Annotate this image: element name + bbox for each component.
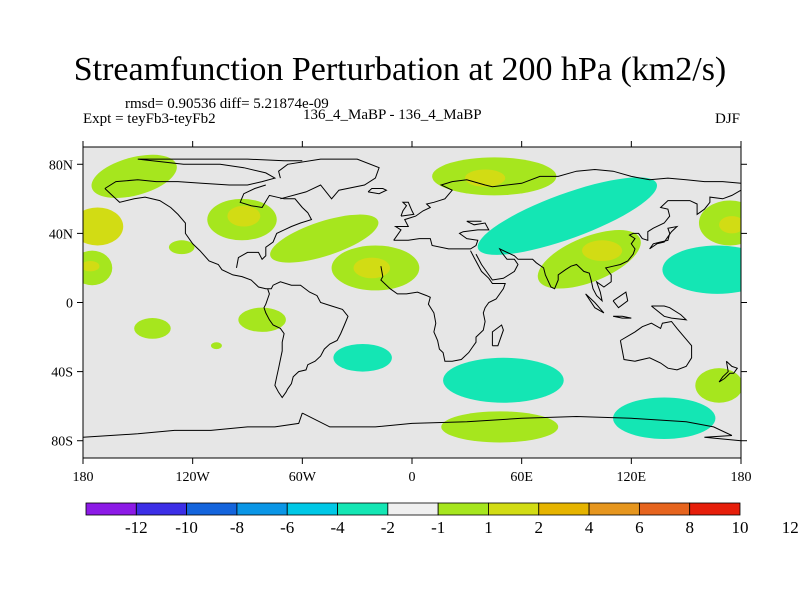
coastline-segment (400, 201, 415, 217)
coastline-segment (278, 158, 380, 200)
coastline-segment (585, 293, 605, 314)
x-tick-label: 180 (731, 470, 752, 485)
contour-blob (210, 342, 222, 350)
x-tick-label: 60W (289, 470, 317, 485)
colorbar: -12 -10 -8 -6 -4 -2 -1 1 2 4 6 8 10 12 (85, 502, 799, 537)
x-tick-label: 60E (510, 470, 533, 485)
y-tick-label: 40N (49, 227, 73, 242)
colorbar-swatch (286, 502, 338, 516)
x-tick-label: 0 (409, 470, 416, 485)
contour-blob (353, 257, 391, 279)
coastline-segment (367, 188, 388, 195)
coastlines (83, 158, 741, 442)
colorbar-swatch (638, 502, 691, 516)
contour-blob (227, 205, 261, 227)
contour-blob (238, 307, 286, 332)
colorbar-label: 1 (484, 518, 493, 537)
colorbar-swatch (387, 502, 439, 516)
x-tick-label: 180 (73, 470, 94, 485)
y-tick-label: 80S (51, 435, 73, 450)
y-tick-label: 80N (49, 158, 73, 173)
colorbar-label: 2 (535, 518, 544, 537)
colorbar-swatch (337, 502, 389, 516)
coastline-segment (649, 225, 679, 250)
experiment-text: Expt = teyFb3-teyFb2 (83, 111, 216, 127)
comparison-text: 136_4_MaBP - 136_4_MaBP (303, 107, 482, 123)
coastline-segment (302, 412, 741, 442)
contour-blob (477, 177, 658, 255)
coastline-segment (380, 250, 506, 362)
colorbar-swatch (236, 502, 288, 516)
colorbar-label: -8 (230, 518, 244, 537)
colorbar-label: 12 (782, 518, 799, 537)
coastline-segment (718, 360, 739, 383)
contour-blob (475, 376, 520, 395)
colorbar-swatch (85, 502, 137, 516)
colorbar-label: -2 (381, 518, 395, 537)
coastline-segment (393, 168, 741, 241)
contour-blob (134, 318, 171, 339)
coastline-segment (475, 189, 741, 303)
x-tick-label: 120W (176, 470, 211, 485)
colorbar-swatch (689, 502, 741, 516)
contour-blob (441, 411, 559, 443)
contour-blob (613, 397, 716, 439)
contour-blob (83, 207, 124, 246)
colorbar-label: 10 (732, 518, 749, 537)
coastline-segment (491, 324, 504, 347)
y-tick-label: 40S (51, 366, 73, 381)
contour-blob (719, 216, 741, 234)
colorbar-label: -4 (330, 518, 345, 537)
contour-blob (91, 154, 177, 198)
colorbar-swatch (538, 502, 590, 516)
colorbar-label: 8 (685, 518, 694, 537)
season-text: DJF (714, 111, 740, 127)
colorbar-label: -6 (280, 518, 294, 537)
coastline-segment (393, 220, 490, 250)
chart-title: Streamfunction Perturbation at 200 hPa (… (73, 51, 727, 88)
stats-text: rmsd= 0.90536 diff= 5.21874e-09 (125, 96, 329, 112)
contour-blob (693, 255, 741, 281)
contour-blob (465, 169, 506, 187)
colorbar-swatch (135, 502, 188, 516)
colorbar-label: -1 (431, 518, 445, 537)
coastline-segment (104, 158, 303, 189)
y-tick-label: 0 (66, 297, 73, 312)
x-tick-label: 120E (617, 470, 647, 485)
axis-ticks: 180 120W 60W 0 60E 120E 180 80N 40N 0 40S 80S (49, 141, 752, 485)
colorbar-label: -10 (175, 518, 198, 537)
colorbar-swatch (588, 502, 640, 516)
contour-blob (270, 214, 379, 263)
colorbar-swatch (437, 502, 489, 516)
contour-blob (581, 240, 623, 262)
colorbar-label: 6 (635, 518, 644, 537)
contour-blob (168, 240, 195, 255)
coastline-segment (619, 320, 693, 371)
contour-blob (83, 261, 100, 272)
coastline-segment (612, 291, 629, 309)
colorbar-swatch (488, 502, 540, 516)
coastline-segment (651, 305, 688, 321)
colorbar-label: 4 (585, 518, 594, 537)
coastline-segment (236, 184, 313, 268)
colorbar-label: -12 (125, 518, 148, 537)
contour-blob (695, 368, 741, 403)
coastline-segment (104, 188, 349, 399)
contour-fills (83, 154, 741, 443)
contour-blob (333, 343, 392, 372)
coastline-segment (83, 412, 303, 438)
coastline-segment (613, 315, 632, 319)
colorbar-swatch (186, 502, 238, 516)
